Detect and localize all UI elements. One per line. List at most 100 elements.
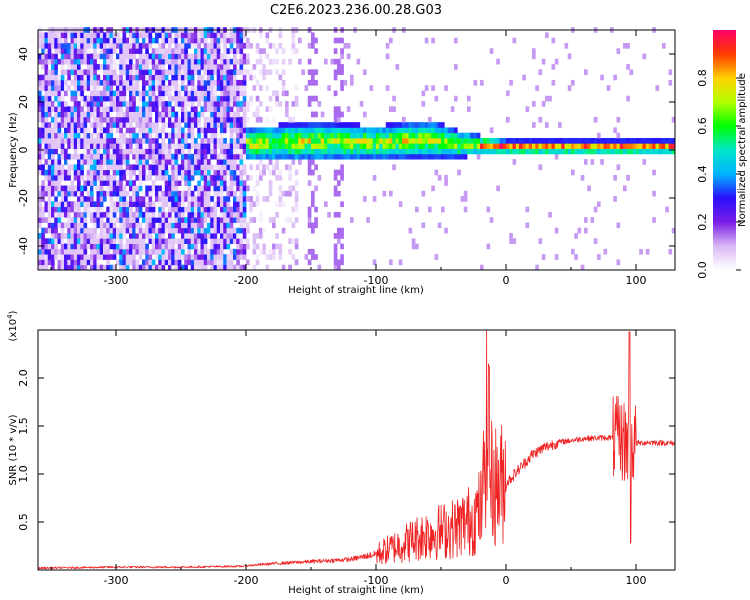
spectrogram-cell bbox=[213, 206, 218, 213]
spectrogram-cell bbox=[38, 95, 42, 102]
spectrogram-cell bbox=[275, 69, 279, 76]
spectrogram-cell bbox=[190, 122, 195, 128]
spectrogram-cell bbox=[164, 32, 169, 39]
spectrogram-cell bbox=[80, 32, 84, 39]
spectrogram-cell bbox=[629, 138, 634, 144]
spectrogram-cell bbox=[437, 127, 442, 134]
spectrogram-cell bbox=[197, 174, 201, 181]
spectrogram-xlabel: Height of straight line (km) bbox=[288, 285, 424, 296]
spectrogram-cell bbox=[106, 53, 110, 60]
spectrogram-cell bbox=[220, 122, 224, 128]
spectrogram-cell bbox=[38, 264, 42, 271]
spectrogram-cell bbox=[109, 106, 114, 112]
spectrogram-cell bbox=[135, 48, 140, 54]
colorbar-label: Normalized spectral amplitude bbox=[737, 73, 748, 227]
spectrogram-cell bbox=[213, 79, 218, 86]
spectrogram-cell bbox=[177, 122, 182, 128]
spectrogram-cell bbox=[489, 127, 494, 134]
spectrogram-cell bbox=[200, 190, 205, 197]
spectrogram-cell bbox=[593, 238, 598, 244]
spectrogram-cell bbox=[356, 148, 361, 155]
spectrogram-cell bbox=[132, 217, 136, 223]
spectrogram-cell bbox=[135, 233, 140, 239]
spectrogram-cell bbox=[207, 227, 211, 234]
spectrogram-cell bbox=[86, 180, 91, 186]
spectrogram-cell bbox=[223, 174, 227, 181]
spectrogram-cell bbox=[626, 148, 630, 155]
spectrogram-cell bbox=[103, 116, 107, 123]
spectrogram-cell bbox=[187, 116, 192, 123]
spectrogram-cell bbox=[259, 248, 263, 255]
spectrogram-cell bbox=[138, 58, 143, 65]
spectrogram-cell bbox=[142, 111, 146, 118]
spectrogram-cell bbox=[548, 138, 552, 144]
spectrogram-cell bbox=[229, 42, 234, 49]
spectrogram-cell bbox=[216, 95, 221, 102]
spectrogram-cell bbox=[41, 185, 45, 192]
spectrogram-cell bbox=[262, 169, 266, 176]
spectrogram-cell bbox=[77, 185, 81, 192]
spectrogram-cell bbox=[44, 53, 49, 60]
spectrogram-cell bbox=[125, 190, 130, 197]
spectrogram-cell bbox=[83, 254, 88, 260]
spectrogram-cell bbox=[86, 227, 91, 234]
spectrogram-cell bbox=[86, 127, 91, 134]
spectrogram-cell bbox=[262, 127, 266, 134]
spectrogram-cell bbox=[304, 85, 309, 91]
spectrogram-cell bbox=[239, 222, 244, 229]
spectrogram-cell bbox=[125, 116, 130, 123]
spectrogram-cell bbox=[281, 132, 286, 139]
spectrogram-cell bbox=[151, 148, 156, 155]
spectrogram-cell bbox=[298, 153, 302, 160]
spectrogram-cell bbox=[600, 74, 604, 81]
spectrogram-cell bbox=[44, 122, 49, 128]
spectrogram-cell bbox=[181, 164, 185, 171]
spectrogram-cell bbox=[99, 238, 104, 244]
spectrogram-cell bbox=[213, 248, 218, 255]
spectrogram-cell bbox=[64, 196, 68, 202]
spectrogram-cell bbox=[571, 169, 575, 176]
spectrogram-cell bbox=[67, 74, 71, 81]
spectrogram-cell bbox=[242, 148, 247, 155]
spectrogram-cell bbox=[571, 143, 575, 149]
spectrogram-cell bbox=[122, 85, 127, 91]
spectrogram-cell bbox=[51, 169, 55, 176]
spectrogram-cell bbox=[83, 196, 88, 202]
spectrogram-cell bbox=[197, 159, 201, 165]
spectrogram-cell bbox=[145, 90, 149, 97]
spectrogram-cell bbox=[447, 148, 452, 155]
spectrogram-cell bbox=[587, 185, 591, 192]
spectrogram-cell bbox=[47, 132, 52, 139]
spectrogram-cell bbox=[132, 127, 136, 134]
spectrogram-cell bbox=[203, 264, 208, 271]
snr-xtick-label: -300 bbox=[104, 574, 129, 587]
spectrogram-cell bbox=[340, 148, 344, 155]
spectrogram-cell bbox=[142, 53, 146, 60]
spectrogram-cell bbox=[389, 259, 393, 266]
spectrogram-cell bbox=[44, 138, 49, 144]
spectrogram-cell bbox=[408, 138, 413, 144]
spectrogram-cell bbox=[70, 190, 75, 197]
spectrogram-cell bbox=[177, 42, 182, 49]
spectrogram-cell bbox=[73, 127, 78, 134]
spectrogram-cell bbox=[44, 58, 49, 65]
spectrogram-cell bbox=[200, 211, 205, 218]
spectrogram-cell bbox=[226, 222, 231, 229]
spectrogram-cell bbox=[252, 264, 257, 271]
spectrogram-cell bbox=[138, 164, 143, 171]
spectrogram-cell bbox=[158, 101, 162, 107]
spectrogram-cell bbox=[223, 143, 227, 149]
spectrogram-cell bbox=[171, 48, 175, 54]
spectrogram-cell bbox=[242, 164, 247, 171]
spectrogram-cell bbox=[129, 79, 133, 86]
spectrogram-cell bbox=[330, 127, 335, 134]
spectrogram-cell bbox=[314, 79, 318, 86]
spectrogram-cell bbox=[161, 106, 166, 112]
spectrogram-cell bbox=[70, 64, 75, 70]
spectrogram-cell bbox=[142, 227, 146, 234]
spectrogram-cell bbox=[122, 259, 127, 266]
spectrogram-cell bbox=[80, 69, 84, 76]
spectrogram-cell bbox=[73, 227, 78, 234]
spectrogram-cell bbox=[135, 190, 140, 197]
spectrogram-cell bbox=[213, 233, 218, 239]
